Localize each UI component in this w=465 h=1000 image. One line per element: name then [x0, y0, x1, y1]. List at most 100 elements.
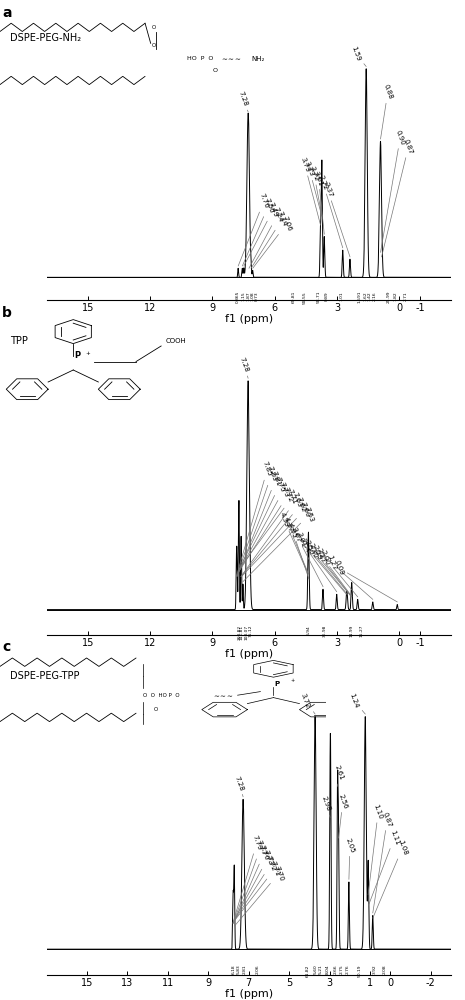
Text: 3.72: 3.72 — [300, 692, 315, 714]
Text: 2.71: 2.71 — [404, 291, 407, 301]
X-axis label: f1 (ppm): f1 (ppm) — [225, 989, 273, 999]
Text: 3.73: 3.73 — [304, 161, 322, 216]
Text: 36.98: 36.98 — [323, 625, 326, 637]
Text: 60.81: 60.81 — [292, 291, 295, 303]
Text: 1.15: 1.15 — [242, 291, 246, 301]
Text: 0.73: 0.73 — [255, 291, 259, 301]
Text: 0.88: 0.88 — [380, 84, 393, 139]
Text: 7.75: 7.75 — [239, 476, 286, 571]
Text: 0.90: 0.90 — [380, 129, 406, 252]
Text: a: a — [2, 6, 12, 20]
Text: 2.50: 2.50 — [304, 540, 347, 594]
Text: 2.72: 2.72 — [318, 175, 343, 248]
Text: b: b — [2, 306, 12, 320]
Text: 2.56: 2.56 — [338, 793, 348, 838]
Text: 1.24: 1.24 — [348, 692, 365, 714]
Text: 4.39: 4.39 — [279, 512, 308, 574]
Text: 1.62: 1.62 — [364, 291, 367, 301]
Text: 7.70: 7.70 — [235, 865, 284, 926]
Text: 5.94: 5.94 — [307, 625, 311, 635]
Text: 7.60: 7.60 — [241, 501, 310, 577]
Text: 1.11: 1.11 — [369, 829, 400, 905]
Text: $\sim\!\!\sim\!\!\sim$: $\sim\!\!\sim\!\!\sim$ — [220, 56, 241, 62]
Text: 2.37: 2.37 — [322, 181, 350, 257]
Text: 7.72: 7.72 — [239, 486, 294, 571]
Text: 7.28: 7.28 — [233, 775, 244, 797]
Text: 7.81: 7.81 — [237, 471, 281, 577]
Text: 3.92: 3.92 — [373, 965, 377, 974]
Text: 2.54: 2.54 — [299, 537, 346, 594]
Text: 2.66: 2.66 — [334, 965, 338, 974]
Text: HO  P  O: HO P O — [187, 56, 213, 61]
Text: 1.08: 1.08 — [251, 291, 255, 301]
Text: O  O  HO P  O: O O HO P O — [143, 693, 180, 698]
Text: O: O — [154, 707, 159, 712]
Text: 7.83: 7.83 — [237, 466, 277, 577]
Text: 0.865: 0.865 — [236, 291, 240, 303]
Text: O: O — [152, 43, 156, 48]
Text: 7.62: 7.62 — [241, 496, 306, 577]
Text: 7.85: 7.85 — [236, 461, 273, 577]
Text: COOH: COOH — [166, 338, 186, 344]
Text: 7.71: 7.71 — [239, 489, 298, 569]
Text: 7.73: 7.73 — [234, 850, 273, 921]
Text: 7.28: 7.28 — [237, 91, 248, 112]
Text: 1.08: 1.08 — [373, 839, 408, 918]
Text: 4.37: 4.37 — [283, 517, 308, 574]
Text: 7.73: 7.73 — [239, 481, 290, 571]
Text: 7.76: 7.76 — [238, 192, 269, 266]
Text: 59.55: 59.55 — [303, 291, 307, 304]
Text: 1.591: 1.591 — [358, 291, 362, 303]
Text: +: + — [86, 351, 90, 356]
Text: $\sim\!\!\sim\!\!\sim$: $\sim\!\!\sim\!\!\sim$ — [212, 692, 232, 698]
Text: 15.27: 15.27 — [360, 625, 364, 637]
Text: 141.81: 141.81 — [240, 625, 244, 640]
Text: 1.10: 1.10 — [368, 803, 384, 895]
Text: 0.87: 0.87 — [373, 811, 393, 913]
Text: 108.07: 108.07 — [244, 625, 248, 640]
Text: 3.72: 3.72 — [308, 165, 322, 216]
Text: 7.24: 7.24 — [249, 206, 283, 268]
Text: 4.35: 4.35 — [287, 522, 309, 579]
Text: 0.89: 0.89 — [325, 291, 329, 301]
Text: 2.29: 2.29 — [312, 545, 352, 597]
Text: c: c — [2, 640, 10, 654]
Text: 7.79: 7.79 — [233, 834, 262, 923]
Text: 6.18: 6.18 — [232, 965, 236, 974]
Text: 8.04: 8.04 — [326, 965, 330, 974]
Text: NH₂: NH₂ — [251, 56, 265, 62]
Text: O: O — [152, 25, 156, 30]
Text: 2.81: 2.81 — [242, 965, 246, 974]
Text: DSPE-PEG-TPP: DSPE-PEG-TPP — [10, 671, 80, 681]
Text: +: + — [291, 678, 295, 683]
Text: 2.76: 2.76 — [346, 965, 350, 974]
Text: 58.71: 58.71 — [316, 291, 320, 303]
Text: 360.82: 360.82 — [238, 625, 242, 640]
Text: 7.72: 7.72 — [234, 855, 277, 921]
Text: 1.87: 1.87 — [247, 291, 251, 301]
Text: P: P — [274, 681, 279, 687]
Text: TPP: TPP — [10, 336, 28, 346]
Text: 5.21: 5.21 — [319, 965, 323, 974]
Text: 2.16: 2.16 — [373, 291, 377, 301]
Text: 7.71: 7.71 — [234, 860, 280, 921]
X-axis label: f1 (ppm): f1 (ppm) — [225, 649, 273, 659]
Text: 7.56: 7.56 — [242, 197, 274, 266]
Text: 2.00: 2.00 — [320, 550, 358, 597]
Text: 2.05: 2.05 — [345, 837, 355, 879]
Text: 3.61: 3.61 — [313, 170, 324, 234]
Text: 1.42: 1.42 — [368, 291, 372, 301]
Text: 3.01: 3.01 — [295, 532, 337, 592]
Text: 1.82: 1.82 — [393, 291, 397, 301]
Text: 1.59: 1.59 — [350, 45, 366, 67]
Text: O: O — [213, 68, 217, 73]
Text: 2.75: 2.75 — [340, 965, 344, 974]
Text: 0.87: 0.87 — [382, 138, 414, 257]
Text: 2.98: 2.98 — [320, 796, 331, 817]
Text: 7.28: 7.28 — [238, 356, 249, 378]
Text: DSPE-PEG-NH₂: DSPE-PEG-NH₂ — [10, 33, 81, 43]
Text: P: P — [74, 351, 80, 360]
Text: 5.83: 5.83 — [237, 965, 241, 974]
Text: 7.53: 7.53 — [243, 506, 314, 582]
Text: 7.49: 7.49 — [244, 202, 279, 266]
